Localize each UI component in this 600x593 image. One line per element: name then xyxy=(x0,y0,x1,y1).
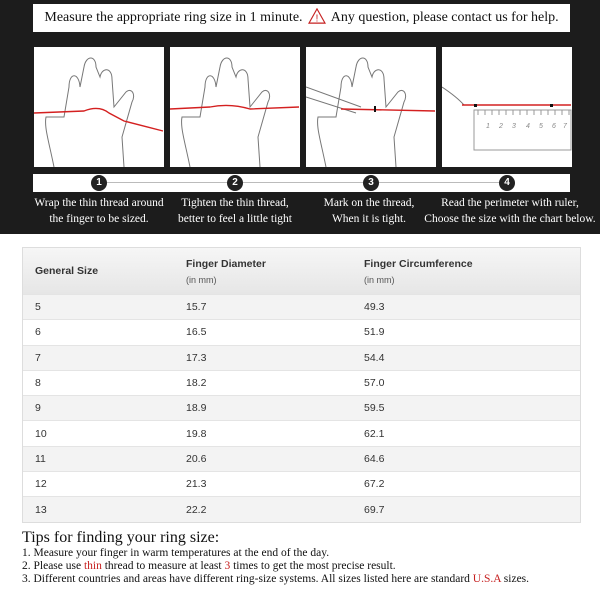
header-title: Finger Circumference xyxy=(364,257,473,270)
cell-circumference: 62.1 xyxy=(364,427,385,440)
table-body: 5 15.7 49.3 6 16.5 51.9 7 17.3 54.4 8 18.2 57.0 9 18.… xyxy=(23,294,580,522)
progress-line xyxy=(93,182,510,183)
cell-circumference: 51.9 xyxy=(364,326,385,339)
ruler-tick-label: 2 xyxy=(498,123,503,130)
cell-circumference: 67.2 xyxy=(364,478,385,491)
warning-triangle-icon: ! xyxy=(308,8,327,24)
tip-text: sizes. xyxy=(500,573,530,585)
instructions-panel: Measure the appropriate ring size in 1 m… xyxy=(0,0,600,234)
step-1-badge: 1 xyxy=(91,175,107,191)
cell-size: 12 xyxy=(35,478,47,491)
cell-size: 6 xyxy=(35,326,41,339)
header-finger-circumference: Finger Circumference (in mm) xyxy=(352,258,580,285)
caption-line: Tighten the thin thread, xyxy=(181,197,289,209)
table-header: General Size Finger Diameter (in mm) Fing… xyxy=(23,248,580,294)
table-row: 11 20.6 64.6 xyxy=(23,445,580,472)
cell-diameter: 22.2 xyxy=(186,503,207,516)
step-4-caption: Read the perimeter with ruler, Choose the… xyxy=(420,195,600,227)
tip-2: 2. Please use thin thread to measure at … xyxy=(22,560,592,573)
cell-diameter: 17.3 xyxy=(186,351,207,364)
step-4-badge: 4 xyxy=(499,175,515,191)
hand-thread-icon xyxy=(170,57,300,167)
table-row: 12 21.3 67.2 xyxy=(23,471,580,497)
tip-highlight: thin xyxy=(83,560,102,572)
tip-highlight: U.S.A xyxy=(472,573,501,585)
step-2-illustration xyxy=(170,47,300,167)
cell-diameter: 20.6 xyxy=(186,452,207,465)
headline-text: Measure the appropriate ring size in 1 m… xyxy=(44,10,303,25)
ruler-tick-label: 4 xyxy=(526,123,530,130)
header-general-size: General Size xyxy=(23,265,174,277)
cell-circumference: 49.3 xyxy=(364,301,385,314)
table-row: 13 22.2 69.7 xyxy=(23,496,580,522)
table-row: 10 19.8 62.1 xyxy=(23,420,580,446)
cell-size: 7 xyxy=(35,351,41,364)
header-unit: (in mm) xyxy=(186,274,217,285)
header-title: General Size xyxy=(35,265,99,277)
tips-title: Tips for finding your ring size: xyxy=(22,529,220,546)
cell-size: 13 xyxy=(35,503,47,516)
table-row: 8 18.2 57.0 xyxy=(23,369,580,396)
step-3-caption: Mark on the thread, When it is tight. xyxy=(294,195,444,227)
hand-pen-mark-icon xyxy=(306,57,436,167)
step-1-caption: Wrap the thin thread around the finger to… xyxy=(24,195,174,227)
step-2-badge: 2 xyxy=(227,175,243,191)
header-finger-diameter: Finger Diameter (in mm) xyxy=(174,258,352,285)
cell-size: 9 xyxy=(35,402,41,415)
ruler-tick-label: 5 xyxy=(539,123,543,130)
ruler-tick-label: 6 xyxy=(552,123,556,130)
tip-text: times to get the most precise result. xyxy=(230,560,396,572)
headline-contact-text: Any question, please contact us for help… xyxy=(330,10,559,25)
ruler-tick-label: 7 xyxy=(563,123,568,130)
cell-diameter: 18.9 xyxy=(186,402,207,415)
header-title: Finger Diameter xyxy=(186,257,266,270)
svg-text:!: ! xyxy=(316,13,319,24)
tip-highlight: 3 xyxy=(224,560,231,572)
cell-diameter: 15.7 xyxy=(186,301,207,314)
table-row: 5 15.7 49.3 xyxy=(23,294,580,320)
caption-line: When it is tight. xyxy=(331,213,407,225)
cell-diameter: 19.8 xyxy=(186,427,207,440)
tip-text: 2. Please use xyxy=(22,560,84,572)
header-unit: (in mm) xyxy=(364,274,395,285)
cell-diameter: 18.2 xyxy=(186,377,207,390)
ring-size-table: General Size Finger Diameter (in mm) Fing… xyxy=(22,247,581,523)
tip-text: 3. Different countries and areas have di… xyxy=(22,573,473,585)
cell-circumference: 57.0 xyxy=(364,377,385,390)
caption-line: Read the perimeter with ruler, xyxy=(441,197,579,209)
caption-line: Wrap the thin thread around xyxy=(34,197,164,209)
caption-line: Choose the size with the chart below. xyxy=(424,213,596,225)
caption-line: Mark on the thread, xyxy=(323,197,415,209)
step-2-caption: Tighten the thin thread, better to feel a… xyxy=(160,195,310,227)
cell-circumference: 64.6 xyxy=(364,452,385,465)
tip-text: thread to measure at least xyxy=(101,560,225,572)
tip-3: 3. Different countries and areas have di… xyxy=(22,573,592,586)
tips-section: Tips for finding your ring size: 1. Meas… xyxy=(22,528,592,586)
tip-1: 1. Measure your finger in warm temperatu… xyxy=(22,547,330,559)
cell-diameter: 21.3 xyxy=(186,478,207,491)
step-progress-bar: 1 2 3 4 xyxy=(33,174,570,192)
cell-circumference: 54.4 xyxy=(364,351,385,364)
hand-thread-icon xyxy=(34,57,164,167)
cell-size: 10 xyxy=(35,427,47,440)
cell-circumference: 69.7 xyxy=(364,503,385,516)
cell-size: 11 xyxy=(35,452,46,465)
cell-size: 8 xyxy=(35,377,41,390)
ruler-tick-label: 1 xyxy=(486,123,490,130)
step-1-illustration xyxy=(34,47,164,167)
table-row: 7 17.3 54.4 xyxy=(23,344,580,370)
ruler-tick-label: 3 xyxy=(512,123,516,130)
cell-size: 5 xyxy=(35,301,41,314)
table-row: 9 18.9 59.5 xyxy=(23,395,580,421)
table-row: 6 16.5 51.9 xyxy=(23,319,580,345)
step-3-badge: 3 xyxy=(363,175,379,191)
step-3-illustration xyxy=(306,47,436,167)
caption-line: better to feel a little tight xyxy=(177,213,292,225)
headline: Measure the appropriate ring size in 1 m… xyxy=(33,4,570,32)
caption-line: the finger to be sized. xyxy=(49,213,149,225)
cell-circumference: 59.5 xyxy=(364,402,385,415)
cell-diameter: 16.5 xyxy=(186,326,207,339)
